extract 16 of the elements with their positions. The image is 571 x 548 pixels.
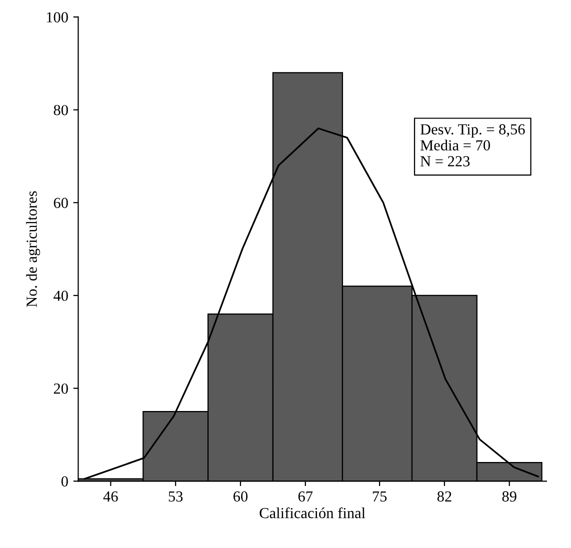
x-tick-label: 60 — [234, 491, 248, 502]
x-tick-label: 53 — [168, 491, 183, 502]
x-tick-label: 67 — [298, 491, 313, 502]
y-tick-label: 20 — [54, 383, 68, 394]
annotation: Desv. Tip. = 8,56 Media = 70 N = 223 — [420, 124, 525, 166]
x-axis-title: Calificación final — [260, 507, 366, 518]
y-tick-label: 60 — [54, 198, 68, 208]
x-tick-label: 82 — [437, 491, 452, 502]
x-tick-label: 46 — [103, 491, 118, 502]
y-tick-label: 80 — [54, 104, 68, 116]
x-tick-label: 75 — [372, 491, 387, 502]
y-tick-label: 0 — [61, 476, 68, 487]
y-axis-title: No. de agricultores — [26, 191, 40, 307]
x-tick-label: 89 — [502, 491, 516, 502]
y-tick-label: 40 — [54, 290, 68, 301]
y-tick-label: 100 — [46, 12, 68, 22]
